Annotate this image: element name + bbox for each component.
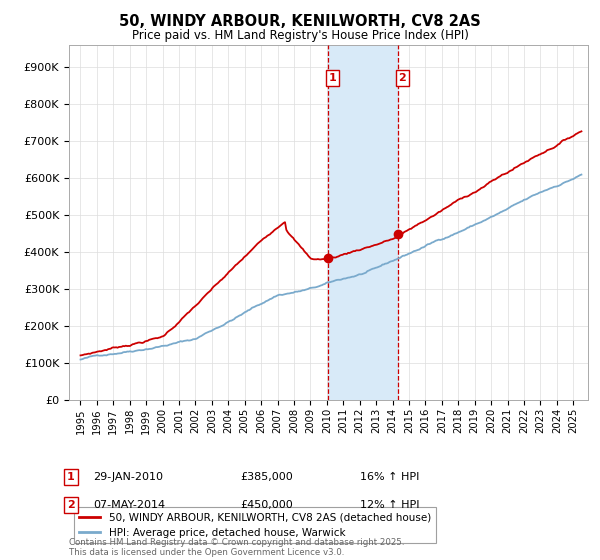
Bar <box>328 45 398 400</box>
Text: 29-JAN-2010: 29-JAN-2010 <box>93 472 163 482</box>
Text: 07-MAY-2014: 07-MAY-2014 <box>93 500 165 510</box>
Text: £385,000: £385,000 <box>240 472 293 482</box>
Text: Price paid vs. HM Land Registry's House Price Index (HPI): Price paid vs. HM Land Registry's House … <box>131 29 469 42</box>
Text: 1: 1 <box>328 73 336 83</box>
Text: 2: 2 <box>67 500 74 510</box>
Text: 2: 2 <box>398 73 406 83</box>
Text: 50, WINDY ARBOUR, KENILWORTH, CV8 2AS: 50, WINDY ARBOUR, KENILWORTH, CV8 2AS <box>119 14 481 29</box>
Legend: 50, WINDY ARBOUR, KENILWORTH, CV8 2AS (detached house), HPI: Average price, deta: 50, WINDY ARBOUR, KENILWORTH, CV8 2AS (d… <box>74 507 436 543</box>
Text: 12% ↑ HPI: 12% ↑ HPI <box>360 500 419 510</box>
Text: 1: 1 <box>67 472 74 482</box>
Text: 16% ↑ HPI: 16% ↑ HPI <box>360 472 419 482</box>
Text: £450,000: £450,000 <box>240 500 293 510</box>
Text: Contains HM Land Registry data © Crown copyright and database right 2025.
This d: Contains HM Land Registry data © Crown c… <box>69 538 404 557</box>
